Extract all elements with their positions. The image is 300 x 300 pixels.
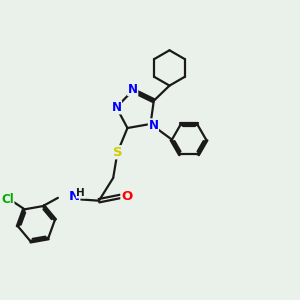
Text: H: H [76, 188, 85, 198]
Text: N: N [69, 190, 80, 203]
Text: O: O [121, 190, 132, 203]
Text: N: N [148, 119, 158, 132]
Text: S: S [113, 146, 122, 159]
Text: Cl: Cl [1, 194, 14, 206]
Text: N: N [111, 101, 122, 114]
Text: N: N [128, 82, 138, 95]
